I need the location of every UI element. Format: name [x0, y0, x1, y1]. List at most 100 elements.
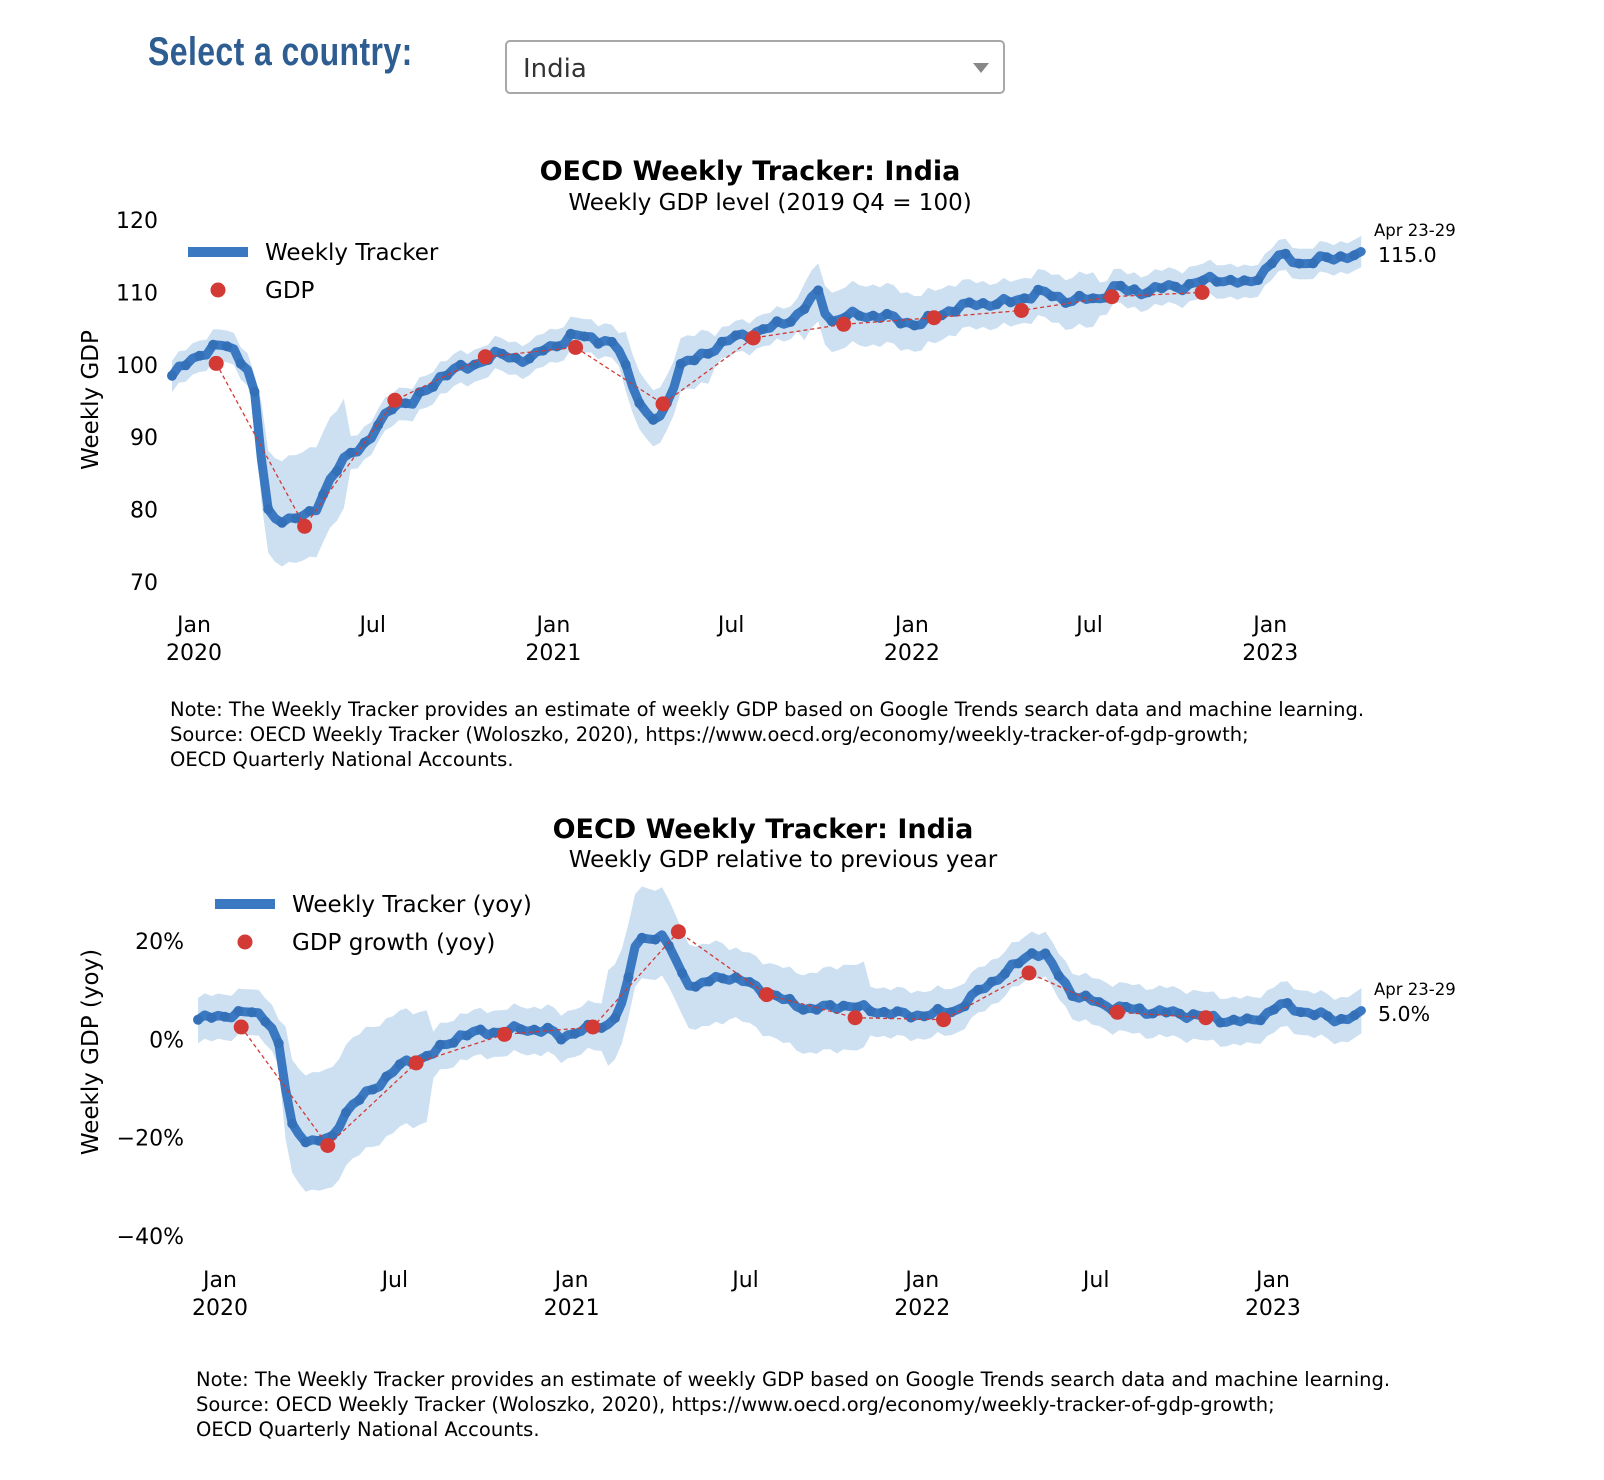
tracker-point: [932, 1003, 943, 1014]
tracker-point: [1349, 1010, 1360, 1021]
country-select[interactable]: India: [505, 40, 1005, 94]
tracker-point: [180, 360, 191, 371]
tracker-point: [716, 336, 727, 347]
tracker-point: [219, 1011, 230, 1022]
tracker-point: [811, 1004, 822, 1015]
tracker-point: [273, 1038, 284, 1049]
tracker-point: [277, 517, 287, 528]
tracker-point: [332, 466, 342, 476]
y-tick-label: 110: [116, 281, 158, 306]
tracker-point: [677, 968, 688, 979]
x-tick-label: Jan: [553, 1268, 589, 1293]
tracker-point: [785, 316, 796, 327]
x-tick-label: Jul: [1081, 1268, 1110, 1293]
chart-subtitle: Weekly GDP relative to previous year: [569, 847, 998, 873]
dropdown-arrow-icon: [973, 63, 989, 73]
note-line: OECD Quarterly National Accounts.: [196, 1418, 540, 1441]
y-tick-label: 120: [116, 209, 158, 234]
tracker-point: [381, 1071, 392, 1082]
tracker-point: [556, 1034, 567, 1045]
tracker-point: [879, 1006, 889, 1017]
tracker-point: [1094, 997, 1105, 1008]
y-axis-label: Weekly GDP: [78, 330, 104, 470]
tracker-point: [648, 414, 659, 425]
x-tick-year-label: 2022: [884, 641, 940, 666]
gdp-point: [836, 316, 852, 332]
tracker-point: [235, 358, 246, 369]
tracker-point: [730, 330, 741, 341]
y-tick-label: 20%: [135, 930, 184, 955]
tracker-point: [1198, 275, 1209, 286]
tracker-point: [704, 976, 715, 987]
tracker-point: [865, 1006, 876, 1017]
tracker-point: [1080, 990, 1091, 1001]
x-tick-label: Jan: [1254, 1268, 1290, 1293]
legend-gdp-swatch: [210, 282, 226, 298]
note-line: Source: OECD Weekly Tracker (Woloszko, 2…: [170, 723, 1249, 746]
y-tick-label: 100: [116, 354, 158, 379]
chart-subtitle: Weekly GDP level (2019 Q4 = 100): [568, 190, 971, 216]
note-line: Note: The Weekly Tracker provides an est…: [196, 1368, 1391, 1391]
tracker-point: [1335, 251, 1346, 262]
tracker-point: [1000, 968, 1010, 979]
gdp-point: [387, 392, 403, 408]
gdp-point: [1013, 303, 1029, 318]
x-tick-label: Jul: [716, 613, 745, 638]
tracker-point: [208, 339, 219, 350]
tracker-point: [731, 972, 741, 983]
tracker-point: [1134, 1003, 1145, 1014]
gdp-point: [233, 1019, 249, 1035]
tracker-point: [469, 359, 480, 370]
tracker-point: [1253, 275, 1264, 286]
tracker-point: [206, 1012, 217, 1023]
tracker-point: [249, 386, 260, 397]
gdp-point: [670, 924, 686, 940]
note-line: Note: The Weekly Tracker provides an est…: [170, 698, 1365, 721]
chart-title: OECD Weekly Tracker: India: [540, 156, 961, 187]
tracker-point: [193, 1014, 203, 1025]
tracker-point: [854, 310, 865, 321]
tracker-point: [260, 1016, 271, 1027]
last-period-label: Apr 23-29: [1374, 221, 1456, 240]
tracker-point: [1026, 948, 1037, 959]
legend-tracker-label: Weekly Tracker (yoy): [292, 892, 532, 918]
tracker-point: [263, 504, 274, 515]
chart-title: OECD Weekly Tracker: India: [553, 814, 974, 845]
tracker-series-line: [167, 247, 1366, 528]
tracker-point: [892, 1006, 903, 1017]
gdp-point: [585, 1019, 601, 1035]
gdp-point: [745, 330, 761, 346]
gdp-point: [1104, 289, 1120, 305]
tracker-point: [167, 370, 177, 381]
x-tick-label: Jul: [380, 1268, 409, 1293]
x-tick-label: Jan: [534, 613, 570, 638]
tracker-point: [565, 328, 576, 339]
tracker-point: [1282, 998, 1293, 1008]
gdp-point: [320, 1138, 336, 1153]
tracker-point: [1211, 276, 1222, 287]
tracker-point: [1156, 283, 1167, 294]
tracker-point: [1294, 258, 1305, 269]
x-tick-year-label: 2022: [894, 1296, 950, 1321]
legend-gdp-label: GDP: [265, 278, 315, 304]
gdp-point: [497, 1026, 512, 1042]
tracker-point: [194, 350, 205, 361]
y-tick-label: 80: [130, 499, 158, 524]
x-tick-year-label: 2020: [166, 641, 222, 666]
tracker-point: [744, 977, 755, 987]
gdp-level-chart: OECD Weekly Tracker: India Weekly GDP lev…: [78, 156, 1456, 666]
tracker-point: [717, 973, 728, 984]
gdp-point: [408, 1055, 424, 1071]
tracker-point: [606, 336, 617, 347]
tracker-point: [784, 993, 795, 1004]
tracker-point: [675, 358, 686, 369]
gdp-point: [1194, 284, 1210, 300]
tracker-point: [1143, 287, 1154, 298]
tracker-point: [318, 489, 329, 500]
tracker-point: [1115, 280, 1126, 291]
tracker-point: [448, 1037, 459, 1048]
tracker-point: [1013, 958, 1024, 969]
tracker-point: [620, 359, 631, 370]
country-select-value: India: [523, 54, 587, 84]
